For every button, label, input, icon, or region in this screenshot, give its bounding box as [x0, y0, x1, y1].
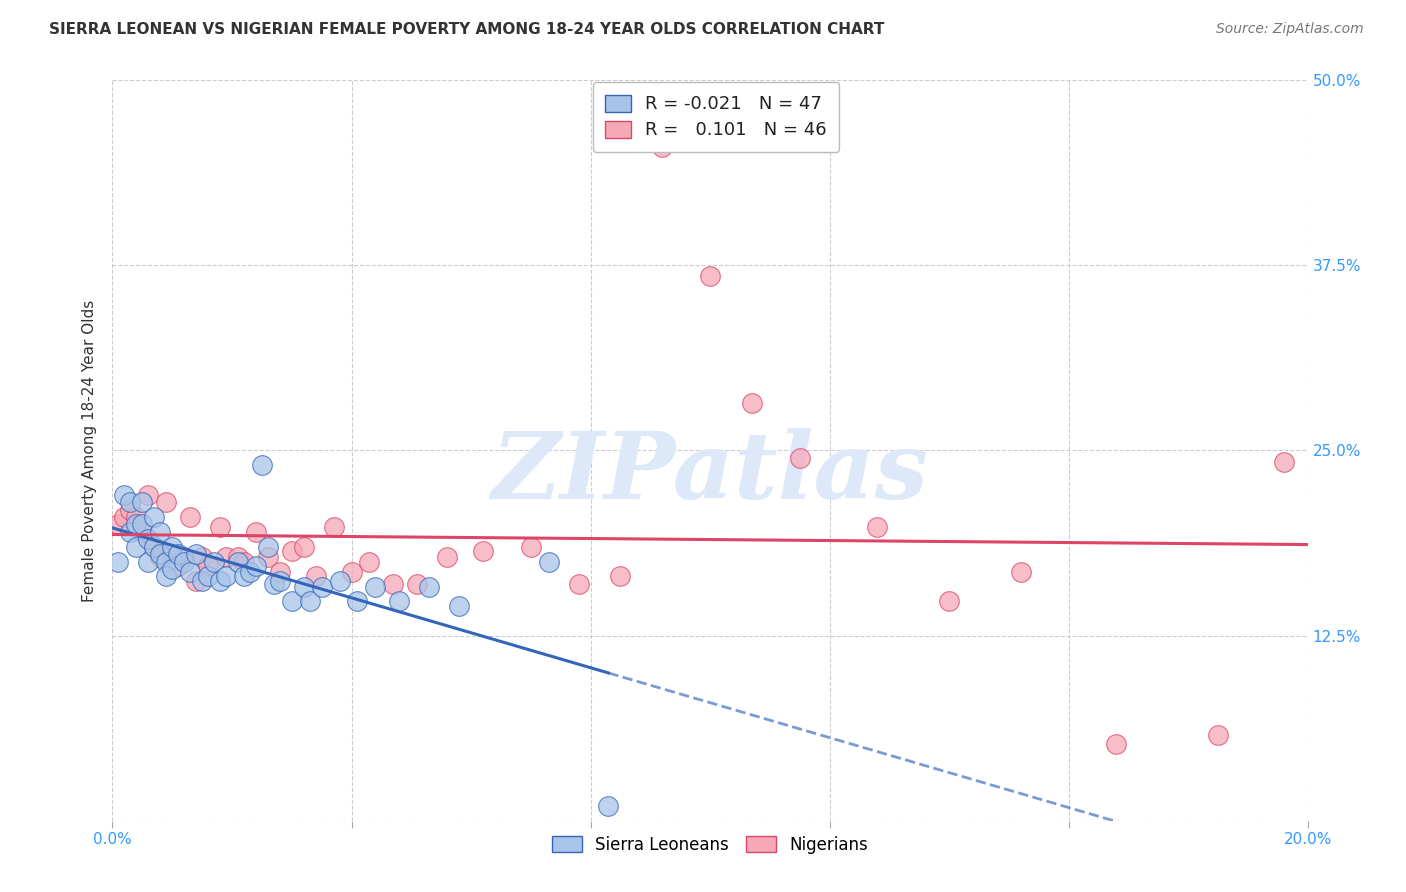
Point [209, 520, 232, 534]
Point [1105, 737, 1128, 751]
Point [292, 580, 315, 594]
Point [149, 524, 172, 539]
Point [191, 550, 214, 565]
Point [789, 450, 811, 465]
Point [143, 510, 166, 524]
Point [143, 540, 166, 554]
Point [215, 569, 238, 583]
Point [311, 580, 333, 594]
Point [322, 520, 344, 534]
Point [155, 495, 177, 509]
Point [125, 540, 148, 554]
Point [305, 569, 328, 583]
Point [120, 495, 142, 509]
Point [149, 547, 172, 561]
Point [149, 550, 172, 565]
Point [364, 580, 387, 594]
Point [191, 574, 214, 588]
Point [250, 458, 273, 473]
Point [520, 540, 543, 554]
Point [382, 576, 405, 591]
Point [866, 520, 889, 534]
Point [173, 555, 195, 569]
Point [292, 540, 315, 554]
Point [167, 547, 190, 561]
Point [138, 488, 160, 502]
Point [329, 574, 352, 588]
Point [568, 576, 591, 591]
Point [162, 562, 183, 576]
Point [598, 798, 620, 813]
Point [107, 555, 129, 569]
Point [114, 488, 135, 502]
Point [239, 565, 262, 579]
Point [651, 140, 673, 154]
Point [281, 544, 304, 558]
Point [226, 550, 249, 565]
Point [125, 517, 148, 532]
Y-axis label: Female Poverty Among 18-24 Year Olds: Female Poverty Among 18-24 Year Olds [82, 300, 97, 601]
Point [418, 580, 440, 594]
Point [1206, 728, 1229, 742]
Point [406, 576, 429, 591]
Point [120, 502, 142, 516]
Point [162, 540, 183, 554]
Point [1272, 455, 1295, 469]
Point [209, 574, 232, 588]
Point [436, 550, 458, 565]
Point [281, 594, 304, 608]
Point [125, 510, 148, 524]
Point [340, 565, 363, 579]
Point [226, 555, 249, 569]
Point [167, 558, 190, 573]
Point [388, 594, 411, 608]
Point [179, 510, 201, 524]
Point [269, 565, 291, 579]
Point [741, 396, 763, 410]
Point [215, 550, 238, 565]
Point [245, 524, 267, 539]
Point [179, 565, 201, 579]
Point [138, 555, 160, 569]
Point [257, 550, 280, 565]
Point [245, 558, 267, 573]
Point [131, 524, 153, 539]
Point [609, 569, 631, 583]
Point [143, 540, 166, 554]
Point [114, 510, 135, 524]
Point [202, 555, 225, 569]
Point [197, 569, 219, 583]
Point [131, 517, 153, 532]
Point [233, 555, 256, 569]
Point [162, 547, 183, 561]
Point [269, 574, 291, 588]
Point [155, 569, 177, 583]
Point [472, 544, 495, 558]
Point [699, 268, 721, 283]
Text: ZIPatlas: ZIPatlas [492, 427, 928, 517]
Point [186, 547, 208, 561]
Point [155, 555, 177, 569]
Point [173, 550, 195, 565]
Point [197, 558, 219, 573]
Text: SIERRA LEONEAN VS NIGERIAN FEMALE POVERTY AMONG 18-24 YEAR OLDS CORRELATION CHAR: SIERRA LEONEAN VS NIGERIAN FEMALE POVERT… [49, 22, 884, 37]
Point [298, 594, 321, 608]
Point [449, 599, 471, 613]
Point [938, 594, 960, 608]
Point [1010, 565, 1032, 579]
Point [359, 555, 381, 569]
Point [138, 533, 160, 547]
Point [120, 524, 142, 539]
Point [263, 576, 285, 591]
Point [107, 517, 129, 532]
Point [233, 569, 256, 583]
Point [186, 574, 208, 588]
Point [537, 555, 560, 569]
Point [257, 540, 280, 554]
Legend: Sierra Leoneans, Nigerians: Sierra Leoneans, Nigerians [546, 829, 875, 861]
Point [346, 594, 368, 608]
Point [131, 495, 153, 509]
Text: Source: ZipAtlas.com: Source: ZipAtlas.com [1216, 22, 1364, 37]
